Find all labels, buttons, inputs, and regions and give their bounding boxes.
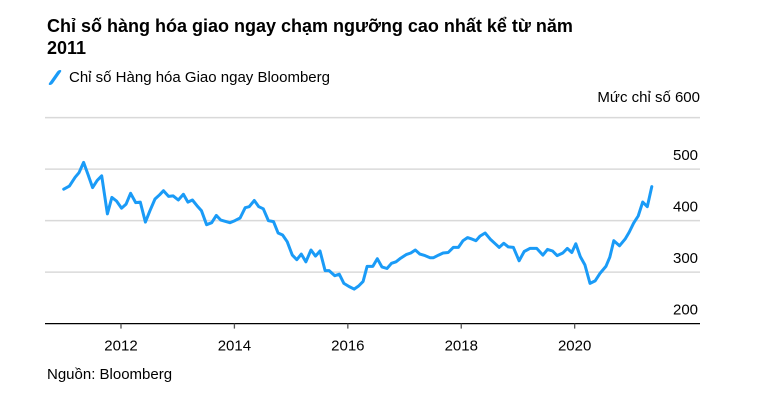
y-tick-label: 500 bbox=[673, 147, 698, 164]
y-tick-label: 300 bbox=[673, 250, 698, 267]
y-tick-label: 200 bbox=[673, 302, 698, 319]
x-tick-label: 2018 bbox=[445, 338, 478, 355]
chart-title: Chỉ số hàng hóa giao ngay chạm ngưỡng ca… bbox=[47, 16, 573, 58]
legend: Chỉ số Hàng hóa Giao ngay Bloomberg bbox=[47, 69, 330, 86]
legend-label: Chỉ số Hàng hóa Giao ngay Bloomberg bbox=[69, 69, 330, 86]
x-tick-label: 2012 bbox=[104, 338, 137, 355]
x-tick-label: 2020 bbox=[558, 338, 591, 355]
source-note: Nguồn: Bloomberg bbox=[47, 366, 173, 383]
y-axis-top-label: Mức chỉ số 600 bbox=[597, 89, 700, 106]
series-line-bloomberg-spot-index bbox=[62, 160, 654, 291]
y-tick-label: 400 bbox=[673, 199, 698, 216]
x-tick-label: 2014 bbox=[218, 338, 251, 355]
x-tick-label: 2016 bbox=[331, 338, 364, 355]
